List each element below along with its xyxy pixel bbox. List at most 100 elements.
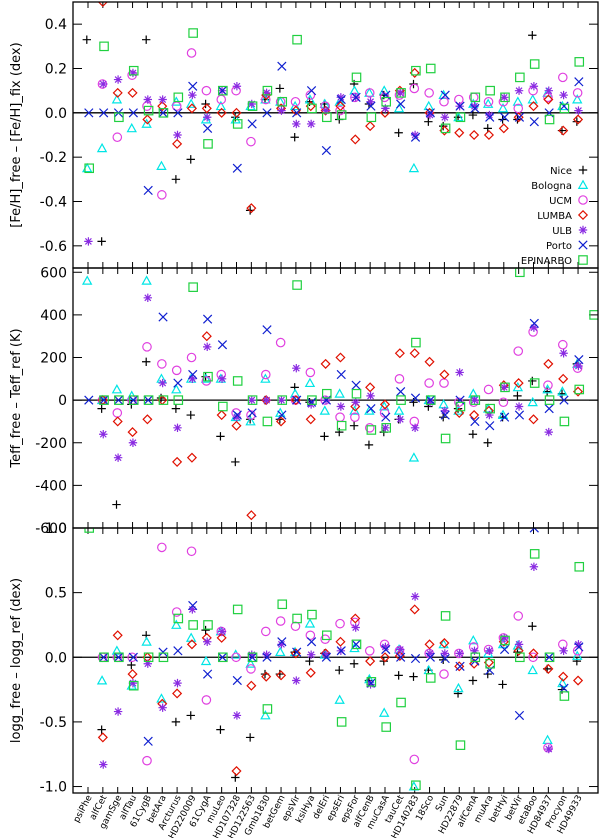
point-lumba	[261, 671, 272, 682]
point-ucm	[513, 346, 524, 356]
point-porto	[381, 412, 391, 422]
point-ulb	[574, 106, 583, 115]
point-ulb	[262, 395, 271, 405]
point-lumba	[379, 652, 391, 663]
point-lumba	[365, 121, 376, 132]
point-porto	[351, 380, 361, 390]
point-ulb	[455, 368, 464, 377]
point-ucm	[171, 607, 182, 617]
point-bologna	[408, 781, 420, 791]
point-porto	[113, 652, 124, 662]
point-porto	[321, 395, 332, 405]
point-lumba	[112, 630, 123, 641]
point-nice	[468, 676, 478, 685]
point-ucm	[290, 621, 301, 632]
point-porto	[514, 112, 525, 122]
point-epinarbo	[425, 395, 436, 405]
point-ucm	[142, 342, 152, 352]
point-porto	[247, 652, 257, 662]
point-ulb	[500, 93, 509, 102]
point-ucm	[186, 352, 197, 363]
point-porto	[425, 108, 435, 118]
point-lumba	[97, 732, 108, 743]
point-epinarbo	[188, 28, 198, 38]
point-ulb	[396, 645, 405, 654]
point-porto	[143, 185, 153, 196]
point-epinarbo	[500, 382, 510, 393]
legend-marker	[578, 195, 588, 205]
point-bologna	[304, 618, 316, 628]
point-epinarbo	[173, 613, 184, 624]
point-nice	[97, 237, 106, 246]
point-lumba	[365, 656, 376, 667]
point-ucm	[201, 85, 212, 96]
point-ucm	[335, 412, 345, 422]
point-bologna	[482, 98, 494, 108]
point-ucm	[513, 611, 524, 621]
point-bologna	[230, 114, 241, 124]
y-tick-label: 0.4	[45, 17, 67, 33]
point-porto	[306, 86, 317, 96]
point-bologna	[572, 650, 583, 660]
point-porto	[143, 395, 153, 405]
legend-marker	[577, 179, 589, 189]
point-bologna	[542, 734, 553, 744]
point-lumba	[172, 138, 183, 149]
legend-item-ulb: ULB	[552, 225, 588, 237]
point-ulb	[381, 642, 390, 652]
point-nice	[483, 669, 492, 679]
point-epinarbo	[203, 620, 213, 630]
point-porto	[277, 61, 287, 71]
point-ulb	[306, 650, 316, 659]
point-porto	[292, 395, 302, 405]
point-nice	[171, 717, 181, 727]
point-ulb	[425, 110, 435, 120]
point-ulb	[529, 82, 539, 91]
point-lumba	[112, 416, 123, 427]
point-bologna	[349, 405, 360, 415]
point-lumba	[424, 639, 435, 650]
point-epinarbo	[366, 112, 377, 123]
point-epinarbo	[470, 652, 481, 663]
point-bologna	[260, 710, 271, 720]
point-porto	[529, 117, 539, 127]
point-ulb	[128, 438, 138, 447]
point-porto	[217, 340, 228, 350]
point-epinarbo	[277, 395, 288, 405]
point-porto	[232, 163, 242, 173]
point-bologna	[141, 275, 152, 285]
legend-marker	[578, 225, 588, 235]
point-bologna	[453, 682, 464, 693]
point-porto	[217, 652, 228, 662]
point-lumba	[216, 632, 227, 643]
point-ulb	[173, 678, 182, 688]
panels: -0.6 -0.4 -0.2 0.0 0.2 0.4 [Fe/H]_free – [Fe/H…	[9, 1, 599, 796]
point-ulb	[262, 88, 271, 98]
point-ulb	[188, 374, 197, 384]
point-ulb	[559, 90, 568, 100]
point-epinarbo	[143, 105, 154, 116]
point-porto	[455, 101, 465, 111]
point-porto	[262, 652, 272, 662]
point-bologna	[304, 377, 316, 388]
point-ulb	[247, 650, 256, 659]
point-ulb	[529, 323, 539, 332]
point-ulb	[158, 95, 167, 104]
point-lumba	[276, 670, 287, 681]
point-lumba	[439, 638, 450, 649]
point-epinarbo	[173, 92, 184, 103]
point-porto	[321, 652, 332, 662]
point-nice	[394, 671, 403, 680]
point-porto	[292, 108, 302, 118]
legend-label: Porto	[546, 241, 572, 252]
point-lumba	[112, 87, 123, 98]
y-axis-label: Teff_free – Teff_ref (K)	[9, 328, 24, 468]
point-ucm	[127, 652, 137, 663]
point-nice	[112, 500, 121, 509]
point-ulb	[410, 592, 420, 601]
point-bologna	[171, 384, 182, 394]
point-nice	[275, 84, 285, 93]
point-ucm	[364, 88, 375, 98]
point-epinarbo	[292, 280, 302, 290]
point-ulb	[574, 361, 583, 371]
